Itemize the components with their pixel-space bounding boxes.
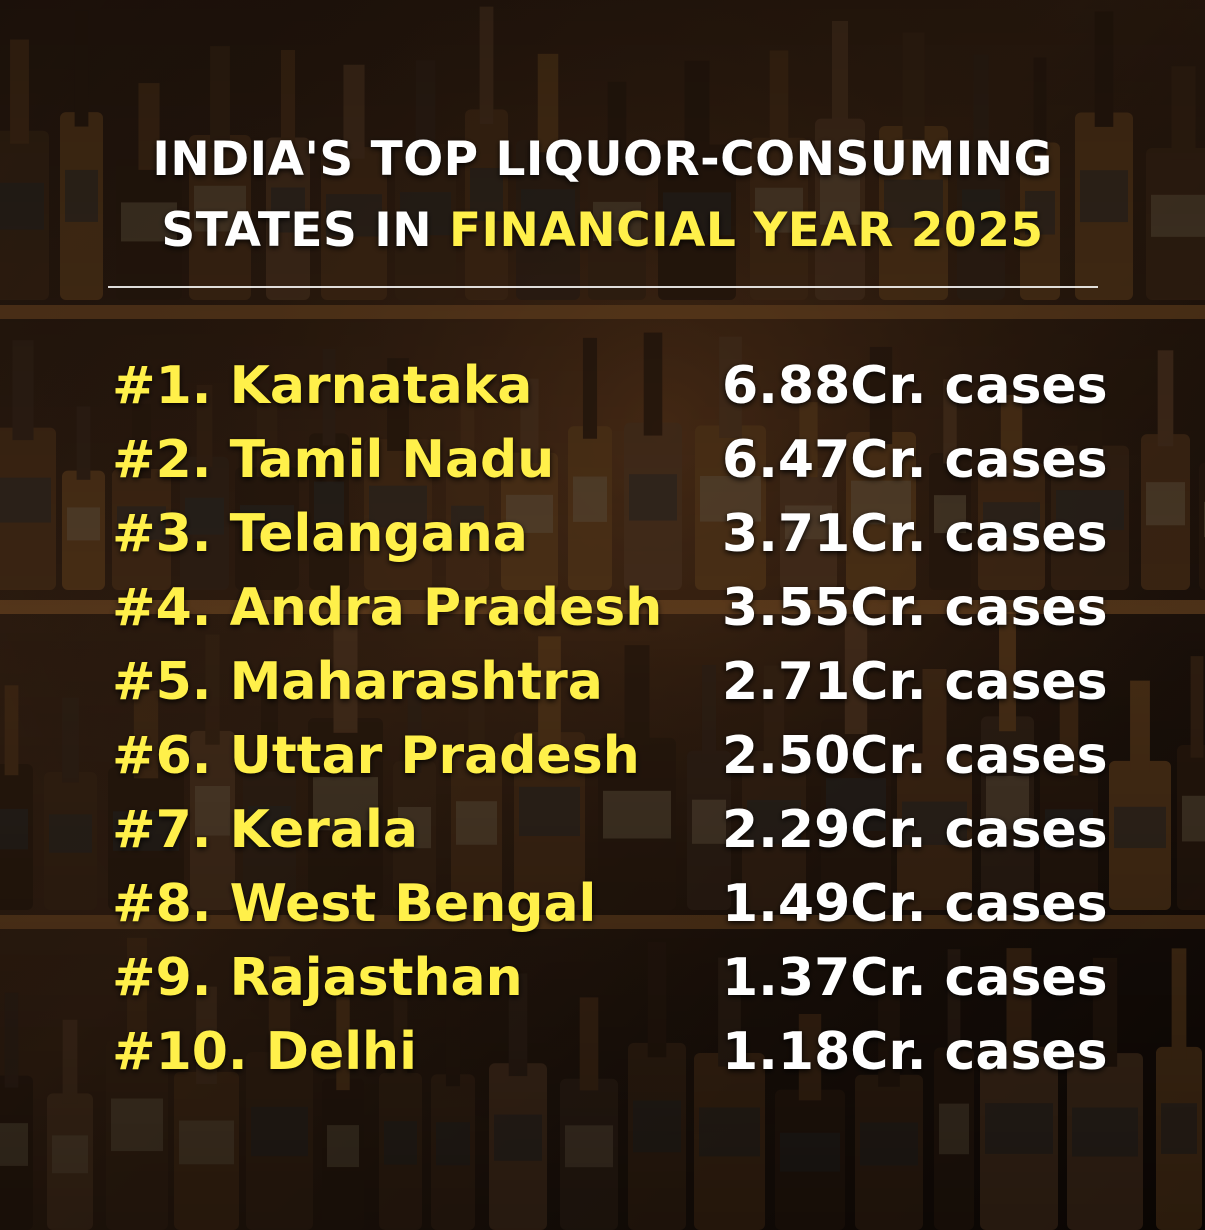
ranking-row: #10. Delhi 1.18Cr. cases	[112, 1018, 1122, 1092]
state-label: Uttar Pradesh	[229, 726, 640, 786]
ranking-row: #4. Andra Pradesh 3.55Cr. cases	[112, 574, 1122, 648]
title-line-2-prefix: STATES IN	[161, 203, 449, 258]
ranking-row: #5. Maharashtra 2.71Cr. cases	[112, 648, 1122, 722]
rank-number: #10.	[112, 1022, 248, 1082]
state-name: #5. Maharashtra	[112, 652, 603, 712]
rank-number: #7.	[112, 800, 212, 860]
state-label: West Bengal	[229, 874, 597, 934]
ranking-row: #9. Rajasthan 1.37Cr. cases	[112, 944, 1122, 1018]
state-name: #6. Uttar Pradesh	[112, 726, 640, 786]
consumption-value: 1.18Cr. cases	[722, 1022, 1108, 1082]
state-name: #2. Tamil Nadu	[112, 430, 554, 490]
title-line-1: INDIA'S TOP LIQUOR-CONSUMING	[152, 132, 1053, 187]
state-name: #3. Telangana	[112, 504, 528, 564]
ranking-row: #6. Uttar Pradesh 2.50Cr. cases	[112, 722, 1122, 796]
state-name: #7. Kerala	[112, 800, 418, 860]
consumption-value: 6.47Cr. cases	[722, 430, 1108, 490]
rank-number: #2.	[112, 430, 212, 490]
state-name: #4. Andra Pradesh	[112, 578, 662, 638]
consumption-value: 2.50Cr. cases	[722, 726, 1108, 786]
state-label: Rajasthan	[229, 948, 523, 1008]
consumption-value: 6.88Cr. cases	[722, 356, 1108, 416]
rank-number: #5.	[112, 652, 212, 712]
state-name: #9. Rajasthan	[112, 948, 523, 1008]
title-line-2: STATES IN FINANCIAL YEAR 2025	[0, 203, 1205, 258]
state-label: Delhi	[265, 1022, 417, 1082]
state-name: #8. West Bengal	[112, 874, 596, 934]
title-highlight: FINANCIAL YEAR 2025	[448, 203, 1044, 258]
rank-number: #9.	[112, 948, 212, 1008]
state-label: Telangana	[229, 504, 528, 564]
rank-number: #8.	[112, 874, 212, 934]
ranking-row: #7. Kerala 2.29Cr. cases	[112, 796, 1122, 870]
consumption-value: 2.71Cr. cases	[722, 652, 1108, 712]
state-label: Tamil Nadu	[229, 430, 555, 490]
state-label: Karnataka	[229, 356, 533, 416]
state-name: #1. Karnataka	[112, 356, 532, 416]
consumption-value: 3.55Cr. cases	[722, 578, 1108, 638]
consumption-value: 1.37Cr. cases	[722, 948, 1108, 1008]
state-label: Maharashtra	[229, 652, 603, 712]
ranking-row: #8. West Bengal 1.49Cr. cases	[112, 870, 1122, 944]
rank-number: #1.	[112, 356, 212, 416]
title-divider	[108, 286, 1098, 288]
state-name: #10. Delhi	[112, 1022, 417, 1082]
ranking-row: #2. Tamil Nadu 6.47Cr. cases	[112, 426, 1122, 500]
ranking-row: #1. Karnataka 6.88Cr. cases	[112, 352, 1122, 426]
ranking-row: #3. Telangana 3.71Cr. cases	[112, 500, 1122, 574]
rank-number: #6.	[112, 726, 212, 786]
rank-number: #4.	[112, 578, 212, 638]
consumption-value: 2.29Cr. cases	[722, 800, 1108, 860]
consumption-value: 3.71Cr. cases	[722, 504, 1108, 564]
ranking-list: #1. Karnataka 6.88Cr. cases #2. Tamil Nadu…	[112, 352, 1122, 1092]
state-label: Andra Pradesh	[229, 578, 663, 638]
consumption-value: 1.49Cr. cases	[722, 874, 1108, 934]
state-label: Kerala	[229, 800, 418, 860]
rank-number: #3.	[112, 504, 212, 564]
